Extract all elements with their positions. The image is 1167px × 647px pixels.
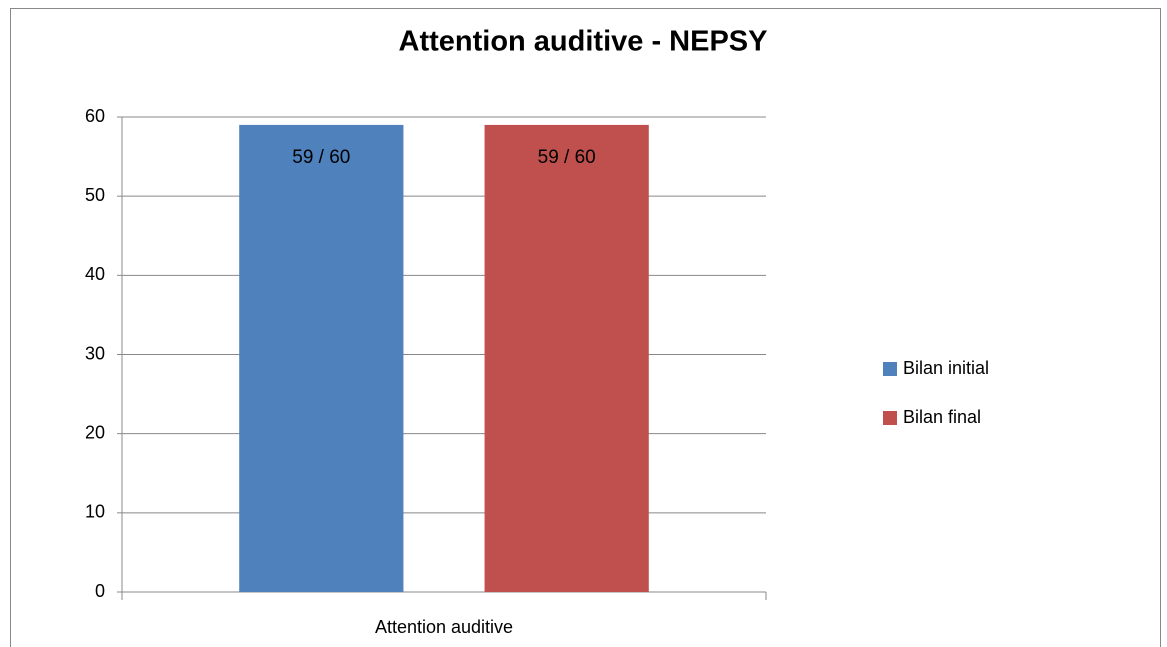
y-tick-label: 40 [85, 264, 105, 284]
legend-swatch [883, 362, 897, 376]
legend-label: Bilan initial [903, 358, 989, 378]
y-tick-label: 50 [85, 185, 105, 205]
bar [484, 124, 649, 593]
y-tick-label: 0 [95, 581, 105, 601]
y-tick-label: 20 [85, 422, 105, 442]
value-label: 59 / 60 [292, 147, 350, 168]
value-label: 59 / 60 [538, 147, 596, 168]
chart-title: Attention auditive - NEPSY [399, 26, 768, 58]
y-tick-label: 10 [85, 502, 105, 522]
x-tick-label: Attention auditive [375, 617, 513, 637]
y-tick-label: 30 [85, 343, 105, 363]
bar [239, 124, 404, 593]
legend-swatch [883, 411, 897, 425]
y-tick-label: 60 [85, 106, 105, 126]
legend-label: Bilan final [903, 407, 981, 427]
